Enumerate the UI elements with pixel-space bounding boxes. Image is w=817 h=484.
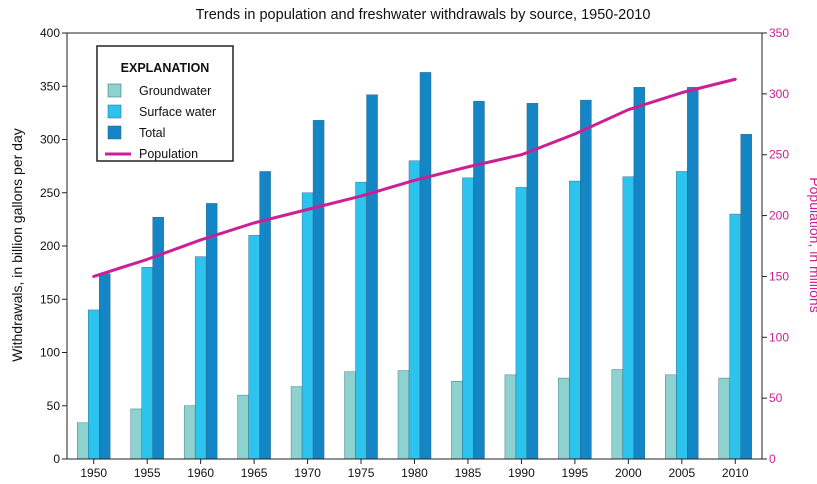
x-tick-label: 1960 xyxy=(187,466,214,480)
legend-label-total: Total xyxy=(139,126,165,140)
bar-surface-water-1975 xyxy=(355,181,367,460)
y-tick-label: 350 xyxy=(40,79,60,93)
bar-total-2010 xyxy=(740,133,752,460)
y2-axis-label: Population, in millions xyxy=(807,177,817,312)
y2-tick-label: 0 xyxy=(769,452,776,466)
x-tick-label: 1955 xyxy=(134,466,161,480)
bar-total-1975 xyxy=(366,94,378,460)
x-tick-label: 1970 xyxy=(294,466,321,480)
bar-total-1995 xyxy=(580,99,592,460)
bar-total-1950 xyxy=(99,273,111,460)
legend-label-groundwater: Groundwater xyxy=(139,84,211,98)
bar-surface-water-1980 xyxy=(408,160,421,460)
x-tick-label: 1995 xyxy=(562,466,589,480)
bar-total-1960 xyxy=(205,203,218,460)
x-tick-label: 1985 xyxy=(455,466,482,480)
legend-box xyxy=(96,45,234,162)
y2-tick-label: 50 xyxy=(769,391,783,405)
bar-surface-water-2005 xyxy=(676,171,688,460)
y-tick-label: 100 xyxy=(40,346,60,360)
bar-groundwater-1970 xyxy=(290,386,303,460)
bar-surface-water-1965 xyxy=(248,235,260,460)
bar-surface-water-1995 xyxy=(569,180,581,460)
legend-label-population: Population xyxy=(139,147,198,161)
bar-surface-water-1960 xyxy=(194,256,207,460)
bar-total-1965 xyxy=(259,171,271,460)
y-tick-label: 250 xyxy=(40,186,60,200)
legend-label-surface-water: Surface water xyxy=(139,105,216,119)
bar-groundwater-2000 xyxy=(611,369,624,460)
bar-groundwater-1955 xyxy=(130,408,142,460)
bar-surface-water-1950 xyxy=(88,309,100,460)
y2-tick-label: 300 xyxy=(769,87,789,101)
bar-groundwater-1985 xyxy=(451,381,463,460)
y2-tick-label: 200 xyxy=(769,209,789,223)
bar-groundwater-2005 xyxy=(665,374,677,460)
legend-title: EXPLANATION xyxy=(121,61,210,75)
x-tick-label: 1965 xyxy=(241,466,268,480)
chart-title: Trends in population and freshwater with… xyxy=(196,7,651,23)
bar-groundwater-1980 xyxy=(397,370,410,460)
bar-surface-water-2010 xyxy=(729,213,741,460)
bar-surface-water-2000 xyxy=(622,176,635,460)
bar-groundwater-1995 xyxy=(558,377,570,460)
legend-swatch-total xyxy=(107,125,122,140)
bar-groundwater-1950 xyxy=(77,422,89,460)
x-tick-label: 1975 xyxy=(348,466,375,480)
y-tick-label: 50 xyxy=(47,399,61,413)
y-tick-label: 300 xyxy=(40,133,60,147)
legend: EXPLANATION Groundwater Surface water Tota… xyxy=(96,45,234,162)
legend-swatch-groundwater xyxy=(107,83,122,98)
legend-swatch-surface-water xyxy=(107,104,122,119)
series-line-population xyxy=(92,77,737,278)
y2-tick-label: 150 xyxy=(769,269,789,283)
x-tick-label: 2000 xyxy=(615,466,642,480)
y2-tick-label: 100 xyxy=(769,330,789,344)
bar-surface-water-1985 xyxy=(462,177,474,460)
y2-tick-label: 350 xyxy=(769,26,789,40)
x-tick-label: 1990 xyxy=(508,466,535,480)
bar-surface-water-1990 xyxy=(515,187,528,460)
y-tick-label: 150 xyxy=(40,292,60,306)
bar-groundwater-2010 xyxy=(718,377,730,460)
bar-groundwater-1975 xyxy=(344,371,356,460)
bar-total-1990 xyxy=(526,103,539,460)
bar-groundwater-1990 xyxy=(504,374,517,460)
bar-groundwater-1960 xyxy=(183,405,196,460)
bar-groundwater-1965 xyxy=(237,394,249,460)
bar-total-2000 xyxy=(633,87,646,460)
y-tick-label: 200 xyxy=(40,239,60,253)
x-tick-label: 1950 xyxy=(80,466,107,480)
bar-total-2005 xyxy=(687,87,699,460)
x-tick-label: 2005 xyxy=(668,466,695,480)
bar-total-1985 xyxy=(473,100,485,460)
bar-surface-water-1970 xyxy=(301,192,314,460)
y-axis-label: Withdrawals, in billion gallons per day xyxy=(9,128,25,361)
y-tick-label: 400 xyxy=(40,26,60,40)
bar-surface-water-1955 xyxy=(141,267,153,460)
x-tick-label: 1980 xyxy=(401,466,428,480)
bar-total-1980 xyxy=(419,72,432,460)
y2-tick-label: 250 xyxy=(769,148,789,162)
bar-total-1970 xyxy=(312,120,325,460)
x-tick-label: 2010 xyxy=(722,466,749,480)
y-tick-label: 0 xyxy=(53,452,60,466)
